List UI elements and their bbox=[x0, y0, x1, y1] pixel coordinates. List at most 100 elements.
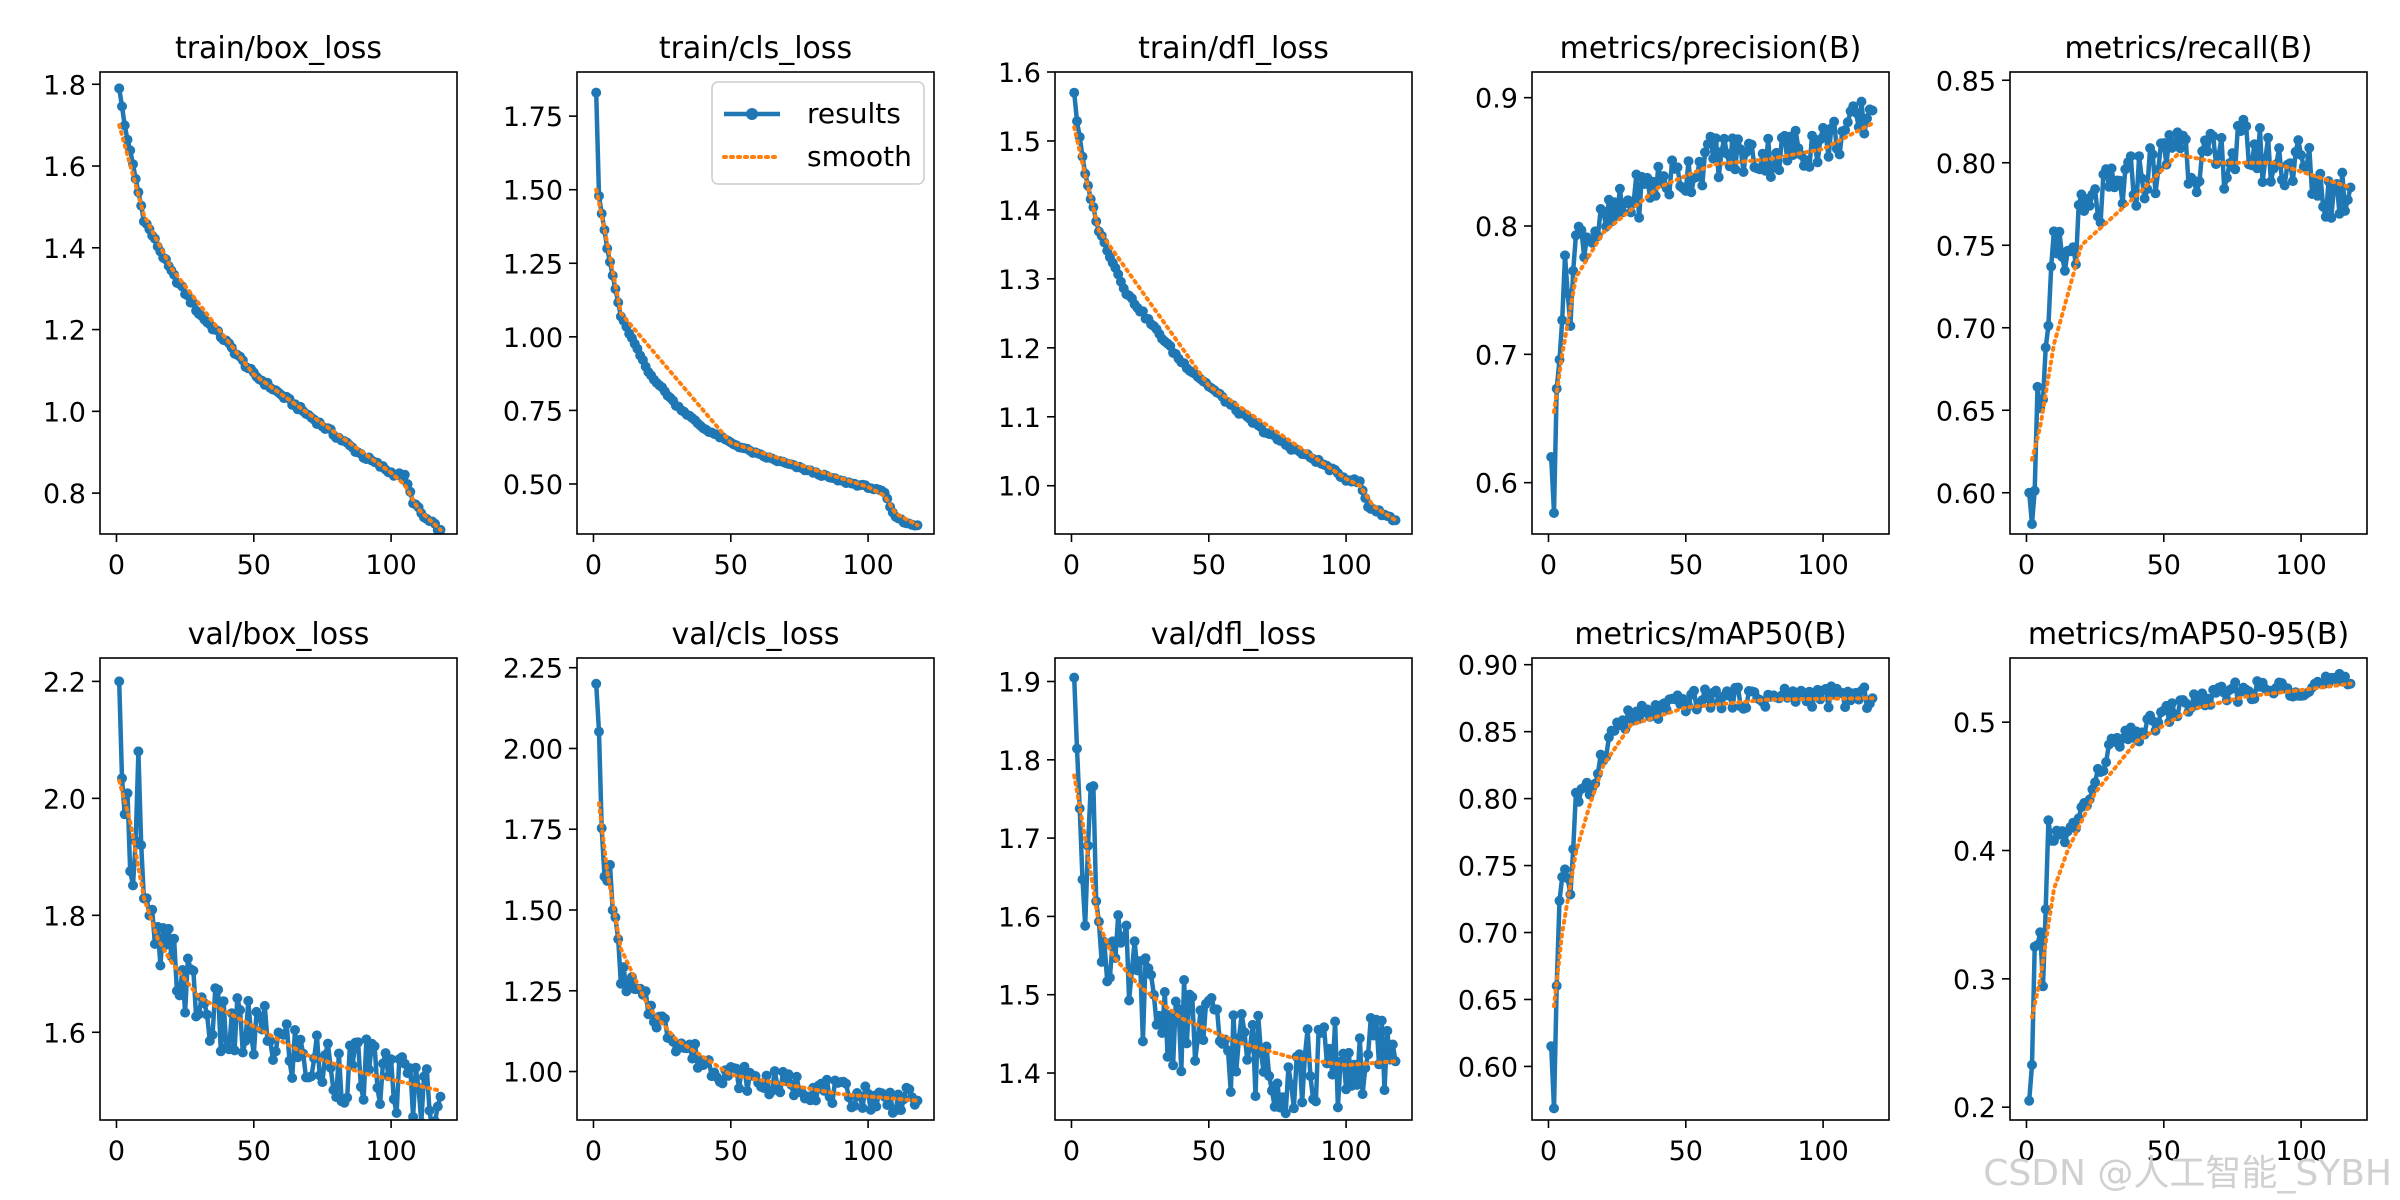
results-point bbox=[1818, 122, 1829, 133]
results-point bbox=[417, 1117, 426, 1120]
y-tick-label: 0.80 bbox=[1936, 149, 1996, 180]
y-tick-label: 1.0 bbox=[998, 472, 1041, 503]
results-point bbox=[1746, 139, 1757, 150]
results-point bbox=[2340, 671, 2350, 682]
results-point bbox=[427, 1124, 437, 1134]
results-point bbox=[2252, 163, 2263, 174]
results-point bbox=[133, 746, 144, 757]
subplot: val/cls_loss 0 50 100 1.00 1.25 1.50 1.75 2.00 2.… bbox=[503, 617, 935, 1167]
results-point bbox=[591, 678, 602, 689]
results-point bbox=[1190, 1055, 1201, 1066]
y-tick-label: 2.25 bbox=[503, 654, 563, 685]
results-point bbox=[2279, 180, 2290, 191]
results-point bbox=[1862, 113, 1872, 124]
results-point bbox=[1549, 508, 1559, 518]
results-point bbox=[2249, 139, 2260, 150]
results-point bbox=[232, 993, 243, 1004]
subplot-title: train/dfl_loss bbox=[1138, 31, 1329, 66]
watermark: CSDN @人工智能_SYBH bbox=[1983, 1153, 2392, 1194]
y-tick-label: 1.6 bbox=[998, 58, 1041, 89]
results-point bbox=[2274, 143, 2285, 154]
results-point bbox=[1851, 107, 1861, 118]
x-tick-label: 50 bbox=[1669, 550, 1703, 581]
subplot-title: metrics/mAP50-95(B) bbox=[2028, 617, 2349, 652]
y-tick-label: 0.3 bbox=[1953, 965, 1996, 996]
y-tick-label: 0.8 bbox=[43, 479, 86, 510]
results-point bbox=[355, 1081, 366, 1092]
results-point bbox=[1072, 743, 1082, 754]
results-point bbox=[1842, 117, 1853, 128]
x-tick-label: 100 bbox=[365, 550, 417, 581]
results-point bbox=[290, 1025, 300, 1035]
x-tick-label: 100 bbox=[1797, 550, 1849, 581]
results-point bbox=[896, 1105, 906, 1116]
results-point bbox=[322, 1038, 333, 1049]
results-point bbox=[235, 1005, 246, 1015]
results-point bbox=[375, 1099, 386, 1110]
smooth-line bbox=[1072, 773, 1398, 1068]
results-point bbox=[1154, 1010, 1165, 1021]
results-point bbox=[1239, 1027, 1250, 1038]
y-tick-label: 1.25 bbox=[503, 977, 563, 1008]
results-point bbox=[1658, 171, 1669, 182]
results-point bbox=[1598, 206, 1609, 217]
results-point bbox=[1614, 183, 1625, 194]
y-tick-label: 2.2 bbox=[43, 667, 86, 698]
x-tick-label: 100 bbox=[1320, 1136, 1372, 1167]
y-tick-label: 0.8 bbox=[1475, 212, 1518, 243]
results-point bbox=[248, 1049, 259, 1060]
results-point bbox=[1266, 1085, 1277, 1096]
smooth-line bbox=[1552, 696, 1875, 1009]
y-tick-label: 1.00 bbox=[503, 1058, 563, 1089]
results-point bbox=[2230, 677, 2241, 688]
results-point bbox=[188, 965, 199, 976]
results-point bbox=[1080, 920, 1091, 931]
smooth-line bbox=[597, 801, 920, 1103]
y-tick-label: 1.4 bbox=[998, 1059, 1041, 1090]
results-point bbox=[1288, 1103, 1299, 1114]
x-tick-label: 50 bbox=[2147, 550, 2181, 581]
results-point bbox=[2136, 173, 2147, 184]
y-tick-label: 2.0 bbox=[43, 784, 86, 815]
results-point bbox=[1722, 148, 1732, 159]
results-point bbox=[410, 1062, 421, 1073]
results-point bbox=[904, 1084, 915, 1095]
subplot: train/dfl_loss 0 50 100 1.0 1.1 1.2 1.3 1.4 1.5 1.… bbox=[998, 31, 1413, 581]
results-point bbox=[1280, 1108, 1291, 1119]
results-point bbox=[1069, 672, 1080, 683]
results-point bbox=[240, 1035, 251, 1046]
subplot: train/box_loss 0 50 100 0.8 1.0 1.2 1.4 1.6 1.8 bbox=[43, 31, 458, 581]
results-point bbox=[1379, 1085, 1390, 1096]
results-point bbox=[182, 953, 193, 964]
subplot: metrics/recall(B) 0 50 100 0.60 0.65 0.70 0.75 0… bbox=[1936, 31, 2368, 581]
results-point bbox=[898, 1094, 909, 1105]
series-group bbox=[2024, 114, 2356, 530]
results-point bbox=[2147, 149, 2158, 160]
x-tick-label: 100 bbox=[1320, 550, 1372, 581]
results-point bbox=[2101, 757, 2112, 768]
results-point bbox=[2167, 698, 2177, 709]
results-point bbox=[424, 1105, 435, 1116]
results-point bbox=[1387, 1039, 1398, 1050]
y-tick-label: 1.00 bbox=[503, 323, 563, 354]
results-point bbox=[1691, 172, 1702, 182]
results-point bbox=[1733, 134, 1743, 145]
axes-frame bbox=[99, 71, 458, 535]
results-point bbox=[432, 1101, 443, 1112]
results-point bbox=[1159, 987, 1170, 997]
results-point bbox=[1264, 1071, 1275, 1081]
results-point bbox=[1573, 796, 1584, 807]
results-point bbox=[2326, 212, 2337, 223]
results-point bbox=[1173, 1004, 1184, 1014]
y-tick-label: 1.25 bbox=[503, 249, 563, 280]
results-point bbox=[1181, 1038, 1192, 1049]
results-point bbox=[2114, 741, 2125, 752]
legend-smooth-label: smooth bbox=[807, 140, 912, 173]
results-point bbox=[2254, 123, 2265, 133]
results-point bbox=[1867, 105, 1878, 116]
results-point bbox=[399, 469, 410, 480]
series-group bbox=[114, 83, 446, 534]
y-tick-label: 0.6 bbox=[1475, 469, 1518, 500]
results-point bbox=[1694, 156, 1705, 167]
y-tick-label: 1.9 bbox=[998, 667, 1041, 698]
